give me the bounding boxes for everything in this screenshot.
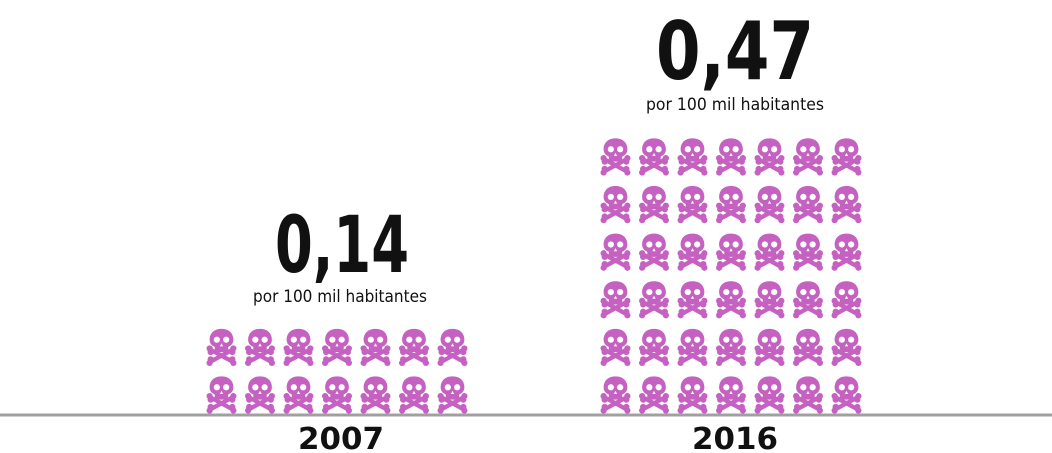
- skull-icon: [639, 186, 669, 223]
- icon-group-2007: [207, 329, 468, 414]
- skull-icon: [716, 329, 746, 366]
- skull-icon: [601, 186, 631, 223]
- skull-icon: [361, 329, 391, 366]
- unit-label-2016: por 100 mil habitantes: [646, 95, 824, 115]
- unit-label-2007: por 100 mil habitantes: [253, 287, 427, 307]
- skull-icon: [207, 376, 237, 413]
- skull-icon: [322, 329, 352, 366]
- value-label-2007: 0,14: [275, 201, 409, 291]
- skull-icon: [755, 376, 785, 413]
- skull-icon: [678, 234, 708, 271]
- skull-icon: [678, 329, 708, 366]
- skull-icon: [678, 138, 708, 175]
- skull-icon: [832, 281, 862, 318]
- skull-icon: [678, 186, 708, 223]
- skull-icon: [438, 376, 468, 413]
- skull-icon: [361, 376, 391, 413]
- skull-icon: [639, 329, 669, 366]
- skull-icon: [678, 376, 708, 413]
- skull-icon: [322, 376, 352, 413]
- skull-icon: [284, 376, 314, 413]
- skull-icon: [755, 329, 785, 366]
- skull-icon: [601, 281, 631, 318]
- skull-icon: [399, 329, 429, 366]
- skull-icon: [793, 138, 823, 175]
- skull-icon: [832, 138, 862, 175]
- skull-icon: [207, 329, 237, 366]
- skull-icon: [832, 186, 862, 223]
- value-label-2016: 0,47: [656, 5, 814, 98]
- skull-icon: [793, 329, 823, 366]
- skull-icon: [284, 329, 314, 366]
- skull-icon: [601, 376, 631, 413]
- skull-icon: [716, 186, 746, 223]
- skull-icon: [639, 234, 669, 271]
- year-label-2007: 2007: [298, 422, 384, 453]
- skull-icon: [793, 186, 823, 223]
- skull-icon: [832, 376, 862, 413]
- skull-icon: [678, 281, 708, 318]
- skull-icon: [716, 234, 746, 271]
- skull-icon: [755, 234, 785, 271]
- skull-icon: [601, 329, 631, 366]
- skull-icon: [793, 234, 823, 271]
- skull-icon: [245, 376, 275, 413]
- skull-icon: [601, 138, 631, 175]
- skull-icon: [438, 329, 468, 366]
- skull-icon: [716, 281, 746, 318]
- skull-icon: [755, 281, 785, 318]
- skull-icon: [832, 329, 862, 366]
- skull-icon: [399, 376, 429, 413]
- skull-icon: [601, 234, 631, 271]
- skull-icon: [639, 138, 669, 175]
- year-label-2016: 2016: [692, 422, 778, 453]
- skull-icon: [639, 376, 669, 413]
- skull-icon: [755, 186, 785, 223]
- skull-icon: [639, 281, 669, 318]
- skull-icon: [245, 329, 275, 366]
- skull-icon: [755, 138, 785, 175]
- skull-icon: [793, 281, 823, 318]
- skull-icon: [716, 376, 746, 413]
- icon-group-2016: [601, 138, 862, 413]
- skull-icon: [832, 234, 862, 271]
- skull-icon: [793, 376, 823, 413]
- skull-icon: [716, 138, 746, 175]
